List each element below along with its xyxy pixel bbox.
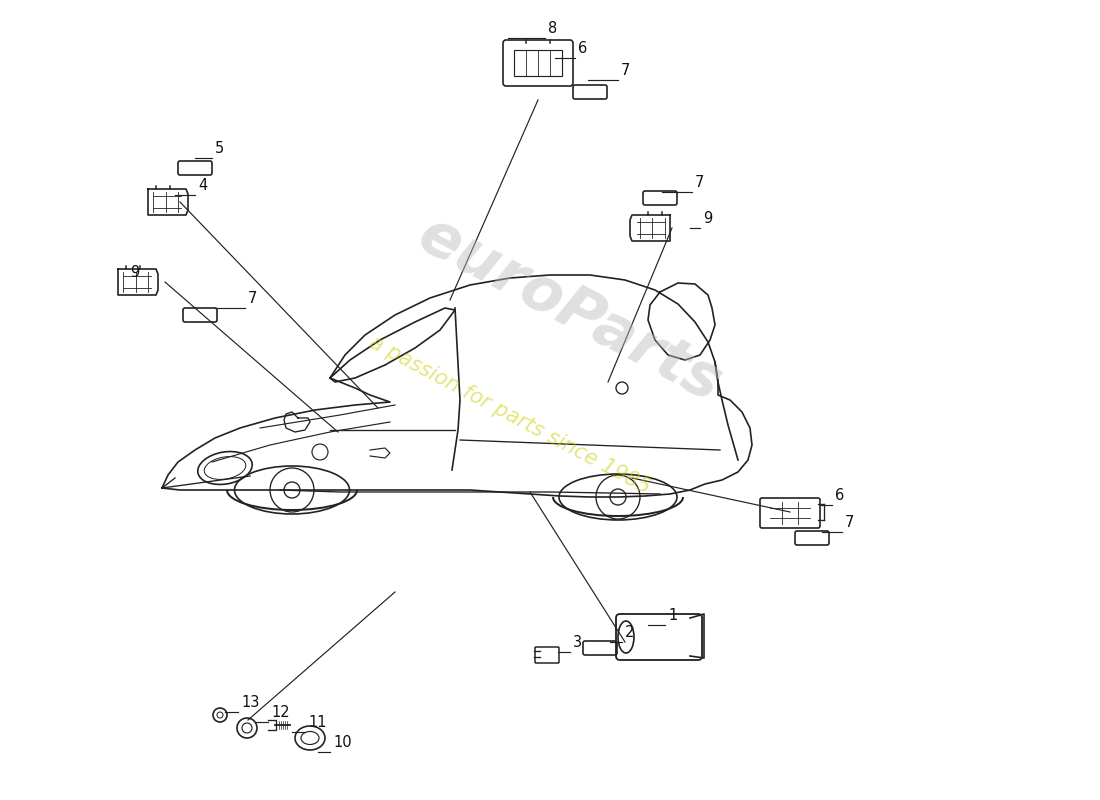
Text: 7: 7 [621, 63, 630, 78]
Text: 3: 3 [573, 635, 582, 650]
Text: 7: 7 [695, 175, 704, 190]
Text: a passion for parts since 1985: a passion for parts since 1985 [366, 332, 653, 498]
Text: euroParts: euroParts [408, 206, 732, 414]
Text: 9: 9 [130, 265, 140, 280]
Text: 8: 8 [548, 21, 558, 36]
Text: 7: 7 [248, 291, 257, 306]
Text: 11: 11 [308, 715, 327, 730]
Text: 5: 5 [214, 141, 224, 156]
Text: 4: 4 [198, 178, 207, 193]
Bar [514, 50, 562, 76]
Text: 6: 6 [578, 41, 587, 56]
Text: 10: 10 [333, 735, 352, 750]
Text: 9: 9 [703, 211, 713, 226]
Text: 1: 1 [668, 608, 678, 623]
Text: 7: 7 [845, 515, 855, 530]
Text: 12: 12 [271, 705, 289, 720]
Text: 6: 6 [835, 488, 845, 503]
Text: 2: 2 [625, 625, 635, 640]
Text: 13: 13 [241, 695, 260, 710]
